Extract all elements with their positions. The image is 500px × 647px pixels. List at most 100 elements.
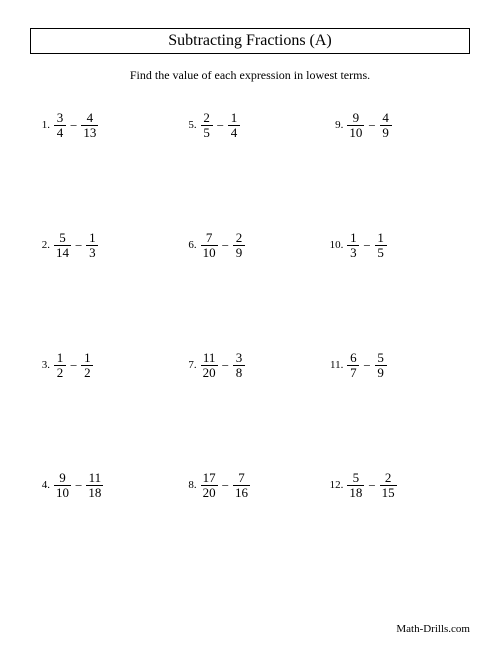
denominator: 14 [54, 246, 71, 260]
problem: 12.518−215 [323, 463, 470, 583]
problem-number: 1. [30, 111, 50, 131]
problem: 11.67−59 [323, 343, 470, 463]
denominator: 16 [233, 486, 250, 500]
fraction-b: 49 [380, 111, 392, 141]
minus-icon: − [70, 118, 77, 134]
denominator: 10 [347, 126, 364, 140]
problem: 7.1120−38 [177, 343, 324, 463]
minus-icon: − [363, 238, 370, 254]
denominator: 4 [55, 126, 66, 140]
denominator: 10 [54, 486, 71, 500]
denominator: 5 [201, 126, 212, 140]
problem-number: 3. [30, 351, 50, 371]
numerator: 2 [234, 231, 245, 245]
worksheet-page: Subtracting Fractions (A) Find the value… [0, 0, 500, 647]
denominator: 9 [375, 366, 386, 380]
numerator: 7 [236, 471, 247, 485]
problem-number: 6. [177, 231, 197, 251]
problem-number: 5. [177, 111, 197, 131]
denominator: 3 [87, 246, 98, 260]
fraction-a: 1720 [201, 471, 218, 501]
problem-number: 8. [177, 471, 197, 491]
fraction-b: 13 [86, 231, 98, 261]
fraction-a: 12 [54, 351, 66, 381]
fraction-b: 1118 [86, 471, 103, 501]
numerator: 1 [229, 111, 240, 125]
expression: 1120−38 [201, 351, 245, 381]
fraction-a: 34 [54, 111, 66, 141]
worksheet-title: Subtracting Fractions (A) [30, 28, 470, 54]
numerator: 4 [85, 111, 96, 125]
problem: 6.710−29 [177, 223, 324, 343]
expression: 25−14 [201, 111, 240, 141]
minus-icon: − [222, 238, 229, 254]
problem-number: 4. [30, 471, 50, 491]
problems-grid: 1.34−4135.25−149.910−492.514−136.710−291… [30, 103, 470, 583]
minus-icon: − [75, 238, 82, 254]
numerator: 11 [201, 351, 218, 365]
fraction-a: 25 [201, 111, 213, 141]
numerator: 5 [351, 471, 362, 485]
numerator: 3 [55, 111, 66, 125]
numerator: 5 [375, 351, 386, 365]
numerator: 1 [348, 231, 359, 245]
denominator: 3 [348, 246, 359, 260]
denominator: 9 [234, 246, 245, 260]
denominator: 2 [55, 366, 66, 380]
expression: 1720−716 [201, 471, 250, 501]
denominator: 10 [201, 246, 218, 260]
numerator: 3 [234, 351, 245, 365]
denominator: 4 [229, 126, 240, 140]
numerator: 6 [348, 351, 359, 365]
problem: 1.34−413 [30, 103, 177, 223]
denominator: 9 [380, 126, 391, 140]
fraction-a: 1120 [201, 351, 218, 381]
problem: 3.12−12 [30, 343, 177, 463]
denominator: 13 [81, 126, 98, 140]
fraction-a: 514 [54, 231, 71, 261]
minus-icon: − [368, 478, 375, 494]
fraction-a: 518 [347, 471, 364, 501]
fraction-a: 910 [54, 471, 71, 501]
numerator: 9 [351, 111, 362, 125]
denominator: 18 [86, 486, 103, 500]
numerator: 1 [375, 231, 386, 245]
numerator: 1 [87, 231, 98, 245]
fraction-b: 12 [81, 351, 93, 381]
expression: 12−12 [54, 351, 93, 381]
numerator: 1 [55, 351, 66, 365]
numerator: 11 [87, 471, 104, 485]
minus-icon: − [70, 358, 77, 374]
numerator: 7 [204, 231, 215, 245]
fraction-a: 67 [347, 351, 359, 381]
fraction-b: 14 [228, 111, 240, 141]
fraction-b: 38 [233, 351, 245, 381]
expression: 67−59 [347, 351, 386, 381]
expression: 910−1118 [54, 471, 103, 501]
problem: 10.13−15 [323, 223, 470, 343]
denominator: 18 [347, 486, 364, 500]
numerator: 1 [82, 351, 93, 365]
denominator: 8 [234, 366, 245, 380]
numerator: 17 [201, 471, 218, 485]
denominator: 15 [380, 486, 397, 500]
numerator: 9 [57, 471, 68, 485]
minus-icon: − [222, 478, 229, 494]
numerator: 5 [57, 231, 68, 245]
minus-icon: − [363, 358, 370, 374]
problem: 2.514−13 [30, 223, 177, 343]
problem-number: 7. [177, 351, 197, 371]
numerator: 4 [380, 111, 391, 125]
expression: 710−29 [201, 231, 245, 261]
fraction-a: 710 [201, 231, 218, 261]
fraction-b: 15 [375, 231, 387, 261]
denominator: 20 [201, 486, 218, 500]
expression: 514−13 [54, 231, 98, 261]
fraction-b: 215 [380, 471, 397, 501]
numerator: 2 [383, 471, 394, 485]
minus-icon: − [217, 118, 224, 134]
minus-icon: − [75, 478, 82, 494]
footer-credit: Math-Drills.com [396, 623, 470, 635]
minus-icon: − [222, 358, 229, 374]
problem-number: 2. [30, 231, 50, 251]
